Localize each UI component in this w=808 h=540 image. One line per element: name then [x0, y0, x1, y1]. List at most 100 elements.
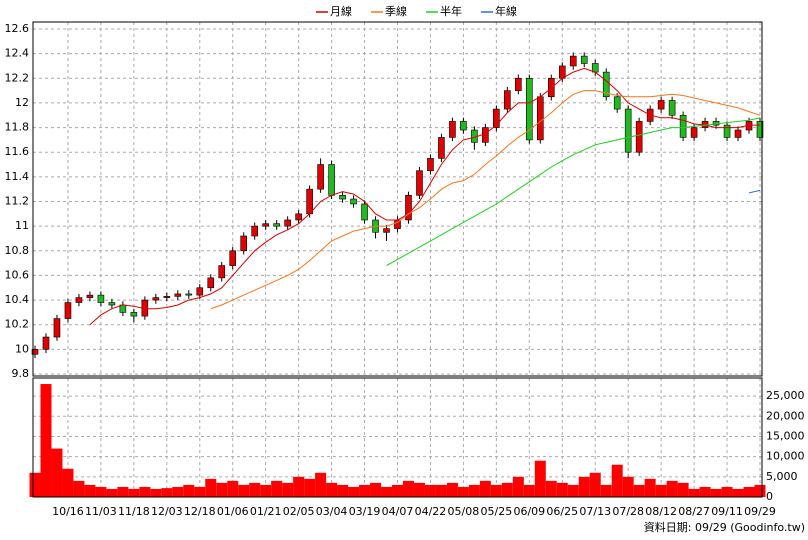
candle-body: [317, 164, 324, 190]
candle-body: [86, 294, 94, 298]
candle-body: [635, 121, 643, 153]
candle-body: [152, 297, 160, 301]
volume-bar: [732, 488, 744, 497]
volume-bar: [227, 480, 239, 497]
x-tick-label: 01/06: [217, 505, 249, 518]
volume-bar: [315, 472, 327, 497]
x-tick-label: 04/22: [415, 505, 447, 518]
volume-bar: [172, 486, 184, 497]
x-tick-label: 03/19: [349, 505, 381, 518]
candle-body: [690, 127, 698, 138]
volume-bar: [139, 486, 151, 497]
volume-bar: [710, 488, 722, 497]
volume-bar: [512, 476, 524, 497]
volume-bar: [754, 484, 766, 497]
y-tick-label: 11.6: [5, 145, 30, 158]
candle-body: [108, 302, 116, 306]
legend-label: 月線: [330, 4, 352, 18]
volume-bar: [534, 460, 546, 497]
candle-body: [31, 349, 39, 355]
volume-bar: [348, 486, 360, 497]
candle-body: [130, 312, 138, 317]
volume-bar: [326, 482, 338, 497]
y-tick-label: 20,000: [766, 409, 805, 422]
x-tick-label: 09/29: [744, 505, 776, 518]
volume-bar: [644, 478, 656, 497]
candle-body: [580, 55, 588, 64]
x-tick-label: 06/09: [513, 505, 545, 518]
x-tick-label: 12/03: [151, 505, 183, 518]
candle-body: [602, 71, 610, 98]
candle-body: [251, 225, 258, 237]
candle-body: [734, 129, 742, 138]
candle-body: [273, 223, 280, 227]
y-tick-label: 10.6: [5, 268, 30, 281]
candle-body: [306, 188, 313, 215]
candle-body: [416, 170, 423, 196]
candle-body: [185, 293, 193, 296]
volume-bar: [633, 484, 645, 497]
y-tick-label: 11.8: [5, 121, 30, 134]
volume-bar: [589, 472, 601, 497]
candle-body: [438, 137, 445, 159]
x-tick-label: 05/08: [448, 505, 480, 518]
candle-body: [163, 296, 171, 298]
volume-bar: [501, 482, 513, 497]
volume-bar: [370, 482, 382, 497]
candle-body: [657, 100, 665, 110]
y-tick-label: 15,000: [766, 429, 805, 442]
volume-bar: [106, 488, 118, 497]
volume-bar: [655, 484, 667, 497]
volume-bar: [51, 448, 63, 497]
x-tick-label: 02/05: [283, 505, 315, 518]
legend-label: 季線: [385, 4, 407, 18]
volume-bar: [392, 484, 403, 497]
y-tick-label: 11: [15, 219, 29, 232]
candle-body: [295, 213, 302, 221]
candle-body: [668, 100, 676, 116]
candle-body: [350, 198, 357, 205]
y-tick-label: 10,000: [766, 450, 805, 463]
candle-body: [679, 114, 687, 138]
candle-body: [624, 108, 632, 153]
volume-bar: [688, 488, 700, 497]
candle-body: [174, 293, 182, 297]
y-tick-label: 25,000: [766, 389, 805, 402]
candle-body: [515, 77, 522, 91]
volume-bar: [402, 480, 414, 497]
footer: 資料日期: 09/29 (Goodinfo.tw): [644, 520, 805, 534]
volume-bar: [479, 480, 491, 497]
candle-body: [383, 228, 390, 233]
x-tick-label: 11/03: [85, 505, 117, 518]
volume-bar: [84, 484, 96, 497]
volume-bar: [117, 486, 129, 497]
volume-bar: [183, 484, 195, 497]
volume-bar: [446, 482, 458, 497]
x-tick-label: 01/21: [250, 505, 282, 518]
x-tick-label: 06/25: [546, 505, 578, 518]
y-tick-label: 10.8: [5, 244, 30, 257]
legend-label: 年線: [495, 4, 517, 18]
volume-bar: [293, 476, 305, 497]
moving-average-line: [386, 117, 761, 267]
plot-border: [32, 377, 763, 498]
volume-bar: [457, 486, 469, 497]
volume-bar: [743, 486, 755, 497]
candle-body: [482, 127, 489, 143]
candle-body: [493, 108, 500, 128]
candle-body: [361, 203, 368, 221]
candle-body: [504, 90, 511, 110]
y-tick-label: 12: [15, 96, 29, 109]
volume-bar: [545, 480, 557, 497]
volume-bar: [238, 484, 250, 497]
volume-bar: [381, 486, 393, 497]
x-tick-label: 05/25: [481, 505, 513, 518]
y-tick-label: 11.2: [5, 195, 30, 208]
volume-bar: [578, 476, 590, 497]
candle-body: [723, 124, 731, 138]
volume-bar: [567, 484, 579, 497]
candle-body: [207, 277, 215, 289]
moving-average-line: [89, 67, 760, 326]
y-tick-label: 10: [15, 342, 29, 355]
